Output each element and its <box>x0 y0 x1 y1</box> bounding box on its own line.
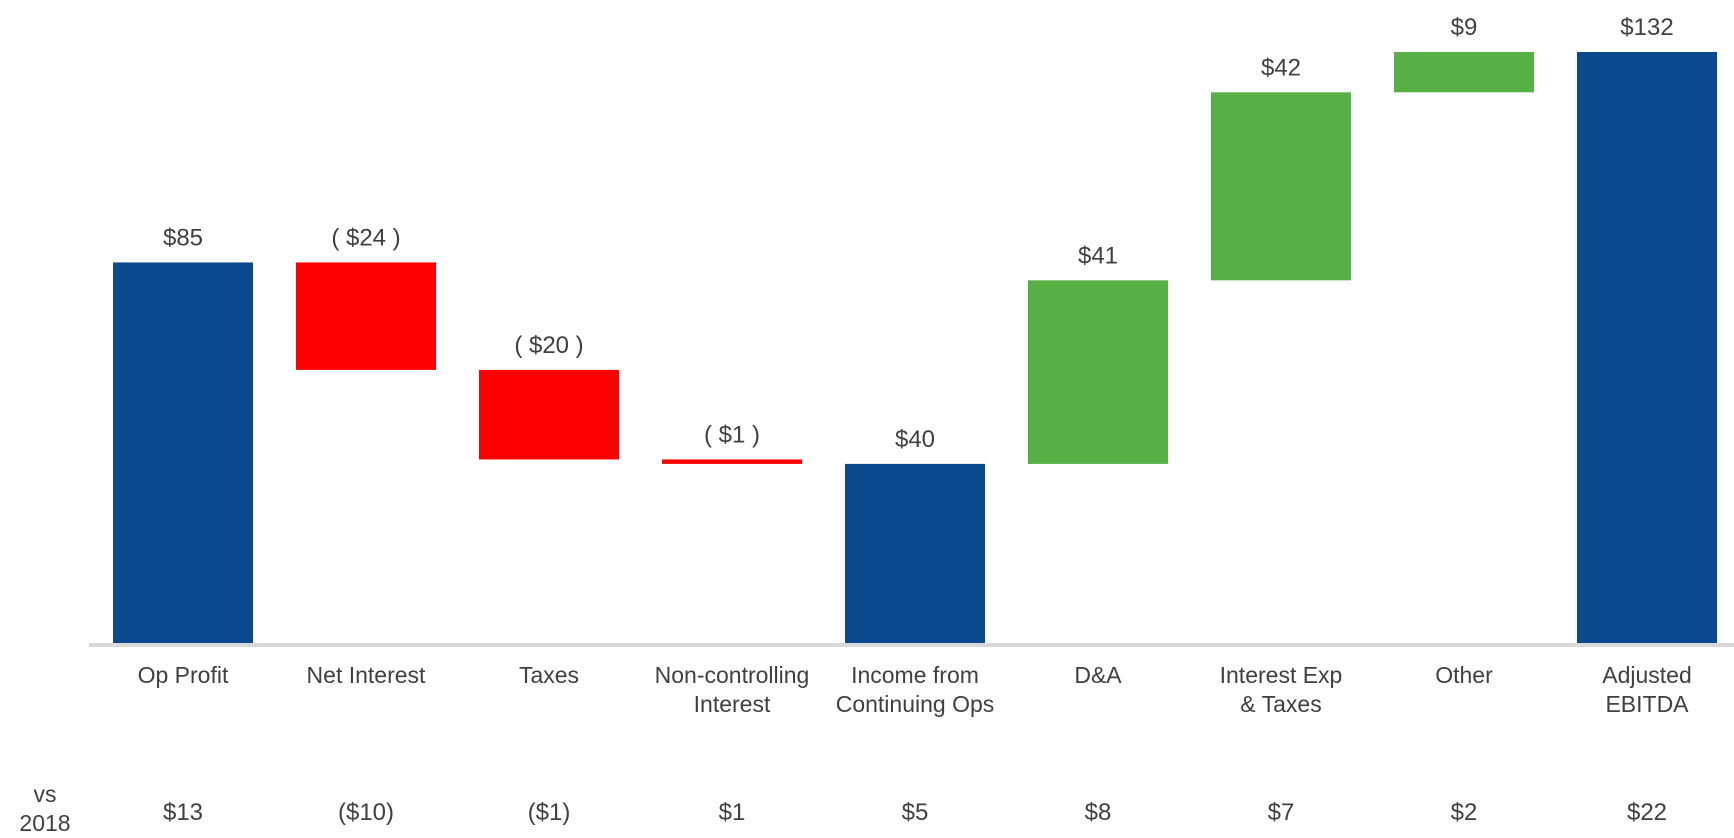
category-label: D&A <box>1074 662 1122 688</box>
comparison-value: ($10) <box>338 799 394 826</box>
comparison-value: $5 <box>902 799 929 826</box>
value-label: ( $20 ) <box>514 332 583 359</box>
value-label: $41 <box>1078 242 1118 269</box>
category-label: Taxes <box>518 662 580 688</box>
comparison-value: $8 <box>1085 799 1112 826</box>
comparison-value: $7 <box>1268 799 1295 826</box>
comparison-label: vs 2018 <box>19 781 71 836</box>
value-label: $85 <box>163 224 203 251</box>
category-label: Net Interest <box>306 662 426 688</box>
comparison-value: ($1) <box>528 799 571 826</box>
value-label: $132 <box>1620 14 1673 41</box>
comparison-value: $1 <box>719 799 746 826</box>
bar <box>1577 52 1717 643</box>
category-label: Other <box>1435 662 1493 688</box>
bar <box>1028 280 1168 464</box>
bar <box>662 459 802 464</box>
value-label: $9 <box>1451 14 1478 41</box>
bar <box>296 262 436 370</box>
bar <box>479 369 619 460</box>
value-label: $42 <box>1261 54 1301 81</box>
category-label: Non-controlling Interest <box>654 662 810 717</box>
bar <box>1211 92 1351 281</box>
bar <box>845 463 985 643</box>
value-label: $40 <box>895 426 935 453</box>
bar <box>113 262 253 643</box>
value-label: ( $1 ) <box>704 421 760 448</box>
comparison-value: $13 <box>163 799 203 826</box>
bar <box>1394 52 1534 93</box>
comparison-value: $22 <box>1627 799 1667 826</box>
category-label: Op Profit <box>137 662 229 688</box>
comparison-value: $2 <box>1451 799 1478 826</box>
category-label: Adjusted EBITDA <box>1602 662 1692 717</box>
category-label: Interest Exp & Taxes <box>1219 662 1343 717</box>
category-label: Income from Continuing Ops <box>835 662 995 717</box>
value-label: ( $24 ) <box>331 224 400 251</box>
